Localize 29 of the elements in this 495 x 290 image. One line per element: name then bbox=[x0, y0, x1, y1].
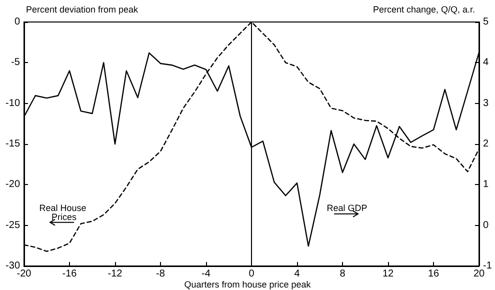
y2-tick-label: -1 bbox=[483, 260, 492, 272]
x-tick-label: -8 bbox=[156, 268, 166, 280]
annotation: Real GDP bbox=[326, 202, 368, 213]
x-tick-label: -12 bbox=[108, 268, 123, 280]
y-tick-label: -20 bbox=[6, 179, 20, 190]
y-tick-label: -30 bbox=[6, 260, 20, 272]
x-tick-label: 12 bbox=[382, 268, 394, 280]
x-tick-label: 4 bbox=[294, 268, 300, 280]
y-tick-label: -10 bbox=[6, 98, 20, 109]
y-tick-label: 0 bbox=[14, 16, 20, 28]
y-tick-label: -5 bbox=[11, 57, 20, 68]
x-tick-label: 20 bbox=[473, 268, 485, 280]
y2-tick-label: 2 bbox=[483, 138, 489, 150]
x-tick-label: -16 bbox=[62, 268, 78, 280]
y2-tick-label: 0 bbox=[483, 220, 489, 231]
y2-tick-label: 1 bbox=[483, 179, 489, 190]
y2-tick-label: 5 bbox=[483, 16, 489, 28]
y-tick-label: -15 bbox=[6, 138, 20, 150]
x-tick-label: 0 bbox=[248, 268, 255, 280]
x-axis-title: Quarters from house price peak bbox=[184, 280, 312, 290]
y-tick-label: -25 bbox=[6, 220, 20, 231]
x-tick-label: -4 bbox=[202, 268, 211, 280]
x-tick-label: 8 bbox=[340, 268, 346, 280]
x-tick-label: 16 bbox=[428, 268, 440, 280]
annotation: Real House Prices bbox=[39, 202, 89, 222]
y2-tick-label: 4 bbox=[483, 57, 489, 68]
y2-axis-title: Percent change, Q/Q, a.r. bbox=[372, 4, 476, 14]
y-axis-title: Percent deviation from peak bbox=[26, 4, 139, 14]
y2-tick-label: 3 bbox=[483, 98, 489, 109]
